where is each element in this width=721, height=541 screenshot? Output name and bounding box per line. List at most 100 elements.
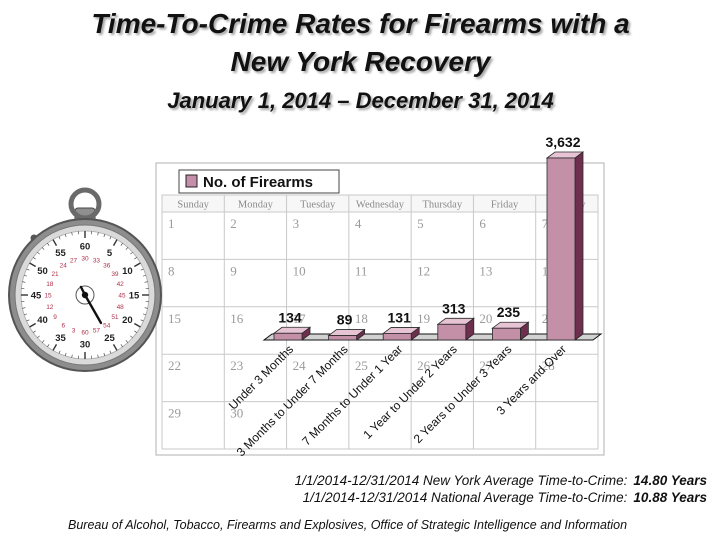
bar	[328, 335, 358, 341]
chart-title-line1: Time-To-Crime Rates for Firearms with a	[91, 8, 630, 39]
footnote-new-york: 1/1/2014-12/31/2014 New York Average Tim…	[295, 473, 707, 488]
bar	[491, 327, 521, 341]
calendar-day-label: Friday	[491, 200, 519, 211]
calendar-date: 4	[355, 216, 362, 231]
stopwatch-tick	[120, 344, 123, 347]
stopwatch-tick	[142, 313, 146, 316]
stopwatch-tick	[58, 236, 61, 240]
data-label: 134	[278, 309, 302, 325]
calendar-day-label: Sunday	[177, 200, 209, 211]
calendar-date: 5	[417, 216, 424, 231]
stopwatch-tick	[71, 354, 73, 358]
calendar-date: 19	[417, 311, 430, 326]
stopwatch-inner-number: 42	[117, 281, 125, 288]
stopwatch-tick	[52, 344, 58, 351]
stopwatch-hub	[81, 291, 89, 299]
legend-swatch	[185, 174, 198, 188]
calendar-date: 18	[355, 311, 368, 326]
stopwatch-outer-number: 45	[31, 291, 42, 302]
stopwatch-tick	[130, 335, 133, 339]
stopwatch-outer-number: 25	[104, 333, 115, 344]
stopwatch-tick	[134, 262, 141, 268]
calendar-date: 27	[479, 358, 493, 373]
stopwatch-tick	[64, 234, 67, 238]
calendar-date: 28	[542, 358, 555, 373]
stopwatch-outer-number: 40	[37, 315, 48, 326]
calendar-date: 17	[293, 311, 307, 326]
legend: No. of Firearms	[178, 169, 340, 194]
stopwatch-tick	[125, 340, 129, 343]
stopwatch-outer-number: 15	[129, 291, 140, 302]
stopwatch-tick	[58, 350, 61, 354]
stopwatch-tick	[109, 236, 112, 240]
footnote-new-york-label: 1/1/2014-12/31/2014 New York Average Tim…	[294, 473, 628, 488]
stopwatch-tick	[97, 232, 99, 236]
calendar-date: 26	[417, 358, 431, 373]
stopwatch-tick	[22, 281, 26, 283]
calendar-date: 7	[542, 216, 549, 231]
stopwatch-tick	[120, 243, 123, 246]
stopwatch-tick	[47, 344, 50, 347]
stopwatch-tick	[130, 251, 133, 255]
data-label: 3,632	[545, 134, 580, 150]
data-label: 89	[337, 312, 353, 328]
stopwatch-tick	[103, 234, 106, 238]
stopwatch-outer-number: 55	[55, 248, 66, 259]
stopwatch-subdial	[75, 285, 95, 305]
calendar-date: 30	[230, 406, 243, 421]
stopwatch-inner-number: 39	[111, 271, 119, 278]
stopwatch-tick	[26, 319, 30, 322]
stopwatch-outer-number: 5	[107, 248, 113, 259]
stopwatch-tick	[37, 335, 40, 339]
stopwatch-outer-number: 50	[37, 266, 48, 277]
stopwatch-tick	[47, 243, 50, 246]
source-credit: Bureau of Alcohol, Tobacco, Firearms and…	[68, 518, 628, 532]
footnote-national-label: 1/1/2014-12/31/2014 National Average Tim…	[302, 490, 628, 505]
stopwatch-tick	[142, 274, 146, 277]
data-label: 131	[388, 309, 412, 325]
stopwatch-inner-number: 54	[103, 322, 111, 329]
stopwatch-inner-number: 21	[51, 271, 59, 278]
calendar-date: 23	[230, 358, 243, 373]
calendar-date: 16	[230, 311, 244, 326]
stopwatch-outer-number: 35	[55, 333, 66, 344]
stopwatch-outer-number: 60	[80, 242, 91, 253]
stopwatch-hand	[83, 293, 103, 325]
calendar-date: 25	[355, 358, 368, 373]
stopwatch-tick	[125, 247, 129, 250]
stopwatch-outer-number: 10	[122, 266, 133, 277]
stopwatch-inner-number: 57	[93, 328, 101, 335]
stopwatch-inner-number: 30	[81, 256, 89, 263]
stopwatch-tick	[52, 239, 58, 246]
stopwatch-tick	[29, 262, 36, 268]
calendar-date: 6	[479, 216, 486, 231]
footnote-new-york-value: 14.80 Years	[633, 473, 707, 488]
calendar-date: 13	[479, 263, 492, 278]
bar	[273, 332, 303, 341]
calendar-date: 10	[293, 263, 306, 278]
calendar-date: 11	[355, 263, 368, 278]
legend-label: No. of Firearms	[203, 174, 313, 191]
calendar-date: 2	[230, 216, 237, 231]
footnote-national: 1/1/2014-12/31/2014 National Average Tim…	[303, 490, 707, 505]
calendar-day-label: Tuesday	[300, 200, 336, 211]
stopwatch-inner-number: 3	[72, 328, 76, 335]
stopwatch-tick	[140, 319, 144, 322]
footnote-national-value: 10.88 Years	[633, 490, 707, 505]
stopwatch-outer-number: 20	[122, 315, 133, 326]
calendar-date: 20	[479, 311, 492, 326]
stopwatch-tick	[144, 307, 148, 309]
stopwatch-tick	[41, 340, 45, 343]
stopwatch-tick	[144, 281, 148, 283]
stopwatch-tick	[134, 257, 137, 260]
stopwatch-inner-number: 51	[111, 314, 119, 321]
calendar-day-label: Thursday	[422, 200, 462, 211]
stopwatch-tick	[29, 322, 36, 328]
stopwatch-tick	[24, 274, 28, 277]
calendar-date: 29	[168, 406, 181, 421]
stopwatch-tick	[134, 330, 137, 333]
stopwatch-tick	[26, 268, 30, 271]
stopwatch-tick	[103, 352, 106, 356]
